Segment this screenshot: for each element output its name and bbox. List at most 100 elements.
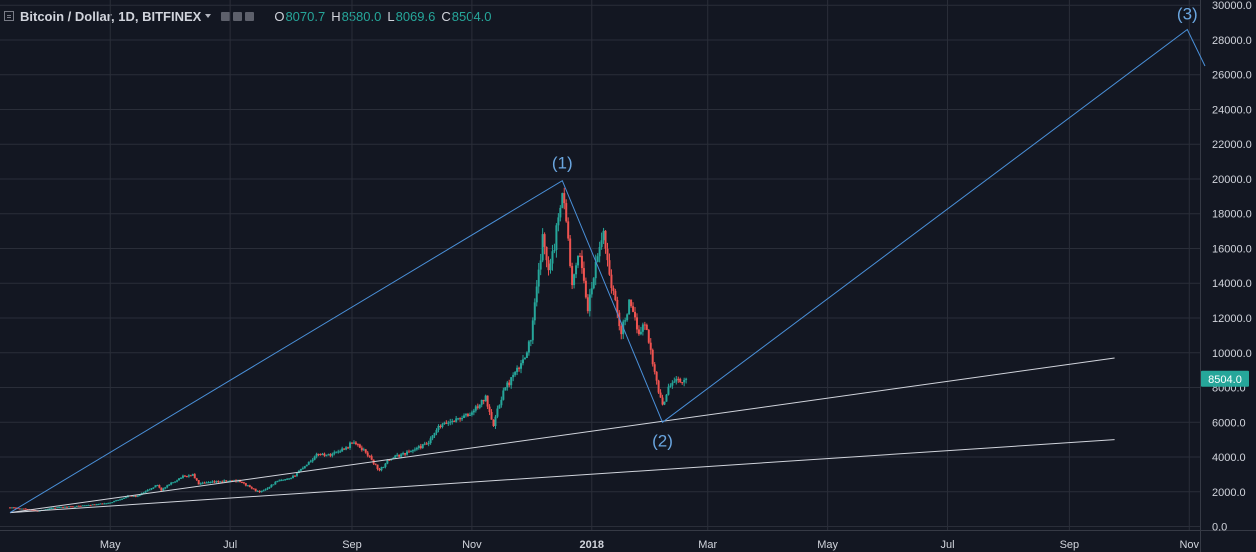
candle-body [437,425,440,431]
candle-body [54,507,57,509]
candle-body [144,491,147,493]
candle-body [101,503,104,505]
candle-body [661,397,664,405]
candle-body [162,488,165,491]
candle-body [341,448,344,452]
candle-body [518,367,521,369]
candle-body [541,234,544,261]
candle-body [457,418,460,420]
candle-body [669,385,672,387]
candle-body [588,294,591,312]
candle-body [337,451,340,453]
price-axis-tick-label: 2000.0 [1212,487,1246,499]
candle-body [413,449,416,451]
time-axis-tick-label: Nov [462,539,482,551]
candle-body [201,482,204,484]
low-label: L [387,8,395,24]
candle-body [659,392,662,398]
compare-icon[interactable] [233,11,243,21]
wave-labels: (1) (2) (3) [552,5,1198,451]
time-axis-tick-label: Nov [1179,539,1199,551]
candle-body [22,508,25,510]
candle-body [170,482,173,485]
candle-body [559,207,562,218]
candle-body [451,421,454,423]
candle-body [282,479,285,481]
last-price-label: 8504.0 [1208,374,1242,386]
candle-body [9,507,11,509]
candle-body [681,382,684,384]
candle-body [64,506,67,508]
candle-body [482,399,485,402]
candle-body [240,482,243,484]
candle-body [349,442,352,448]
candle-body [649,342,652,350]
candle-body [486,395,489,407]
candle-body [272,484,275,486]
candle-body [362,449,365,451]
candle-body [270,484,273,487]
candle-body [213,481,216,483]
candle-body [651,349,654,365]
candle-body [415,447,418,450]
candle-body [575,265,578,275]
candle-body [427,443,430,445]
candle-body [65,506,68,508]
candle-body [543,234,546,247]
candle-body [244,483,247,486]
candle-body [555,225,558,250]
candle-body [529,340,532,342]
chevron-down-icon[interactable] [205,14,212,18]
candle-body [610,274,613,289]
candle-body [366,452,369,456]
candle-body [352,442,355,444]
candle-body [496,408,499,417]
candle-body [512,374,515,378]
candle-body [150,488,153,490]
candle-body [655,371,658,381]
candle-body [441,424,444,427]
candle-body [113,500,116,503]
candle-body [258,490,261,493]
candle-body [203,482,206,484]
candle-body [683,379,686,383]
candle-body [614,290,617,300]
close-icon[interactable] [245,11,255,21]
candle-body [600,240,603,248]
candle-body [419,446,422,449]
candle-body [24,508,27,510]
candle-body [262,490,265,492]
candle-body [364,449,367,453]
candle-body [301,468,304,470]
candle-body [223,480,226,482]
candle-body [500,399,503,406]
candle-body [52,507,55,509]
candle-body [516,367,519,373]
candle-body [388,459,391,461]
candle-body [616,299,619,313]
candle-body [276,481,279,483]
low-value: 8069.6 [395,8,436,24]
candle-body [350,442,353,444]
candle-body [584,280,587,298]
candle-body [331,453,334,456]
candle-body [510,377,513,386]
candle-body [315,453,318,457]
candle-body [620,326,623,335]
candle-body [549,263,552,271]
candle-body [508,382,511,386]
candle-body [62,506,65,508]
settings-icon[interactable] [221,11,231,21]
menu-icon[interactable] [4,11,14,21]
candle-body [551,251,554,264]
candle-body [50,507,53,509]
candle-body [266,488,269,490]
candle-body [60,506,63,508]
candle-body [91,504,94,506]
candle-body [111,502,114,504]
candle-body [667,386,670,395]
candle-body [639,331,642,335]
candle-body [138,495,141,497]
candle-body [280,480,283,482]
